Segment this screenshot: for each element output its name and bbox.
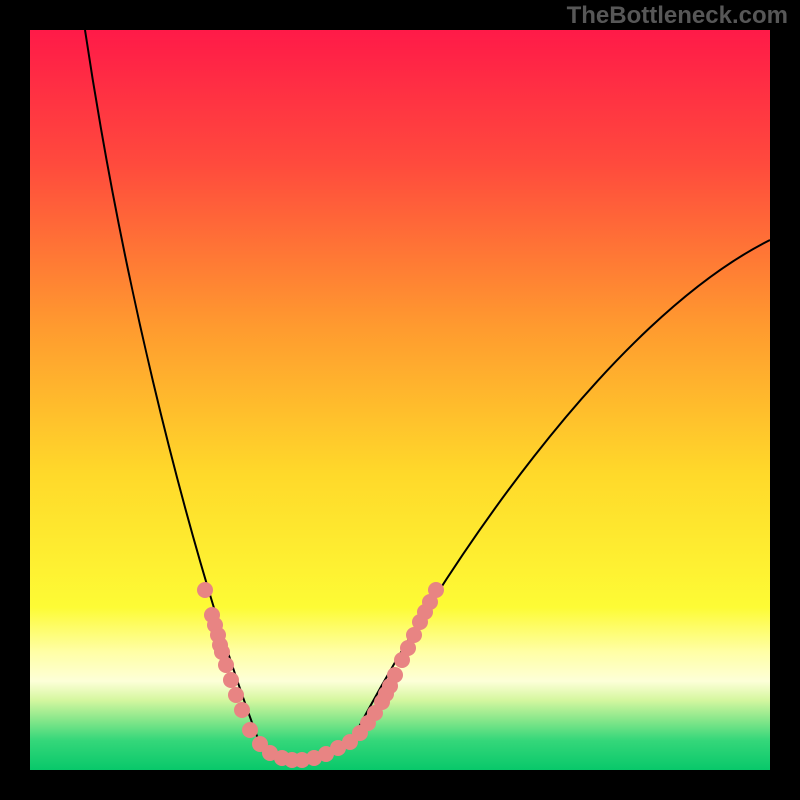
frame-right xyxy=(770,0,800,800)
scatter-dot xyxy=(228,687,244,703)
scatter-dot xyxy=(218,657,234,673)
watermark-text: TheBottleneck.com xyxy=(567,2,788,30)
frame-left xyxy=(0,0,30,800)
plot-area xyxy=(30,30,770,770)
scatter-dot xyxy=(242,722,258,738)
scatter-dot xyxy=(234,702,250,718)
bottleneck-curve xyxy=(85,30,770,760)
chart-svg xyxy=(30,30,770,770)
scatter-dot xyxy=(428,582,444,598)
scatter-group xyxy=(197,582,444,768)
scatter-dot xyxy=(387,667,403,683)
scatter-dot xyxy=(223,672,239,688)
frame-bottom xyxy=(0,770,800,800)
scatter-dot xyxy=(197,582,213,598)
